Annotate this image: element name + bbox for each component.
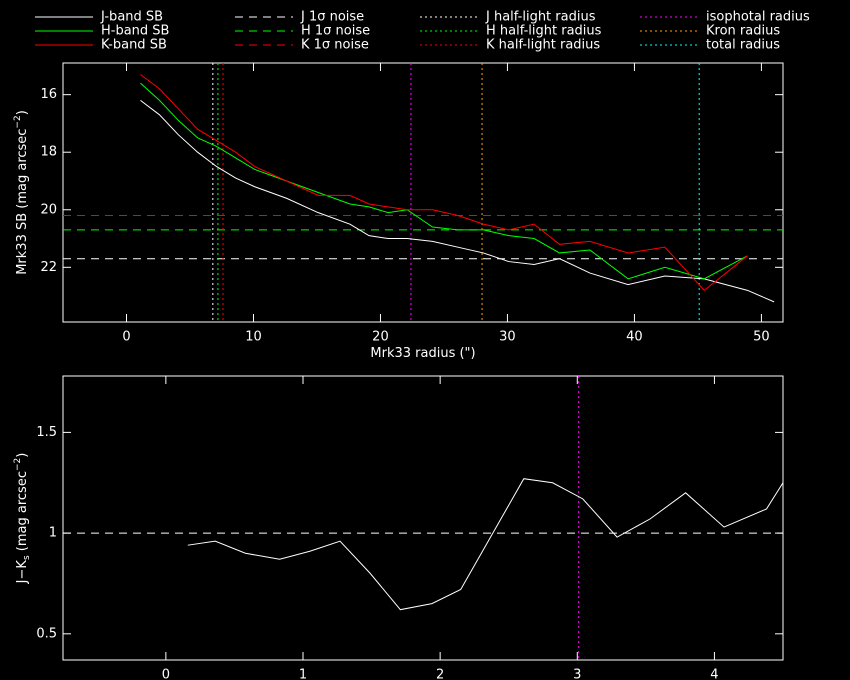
x-tick-label: 0 [162,668,170,680]
sb-line [140,100,775,303]
x-tick-label: 50 [753,330,770,345]
plot-frame [62,375,784,661]
legend-label: H 1σ noise [301,24,370,39]
x-axis-label-part: Mrk33 radius (") [370,346,475,361]
y-tick-label: 22 [40,260,57,275]
legend-label: J half-light radius [485,10,596,25]
x-tick-label: 10 [245,330,262,345]
x-tick-label: 20 [372,330,389,345]
y-axis-label-part: −2 [13,458,23,471]
y-axis-label-part: J−K [15,560,30,585]
legend-label: isophotal radius [706,10,810,25]
y-axis-label-part: −2 [13,115,23,128]
y-axis-label: J−Ks (mag arcsec−2) [13,453,32,585]
plot-frame [62,62,784,323]
legend-label: H half-light radius [486,24,602,39]
x-tick-label: 0 [122,330,130,345]
x-axis-label: Mrk33 radius (") [370,346,475,361]
legend-label: H-band SB [101,24,169,39]
x-tick-label: 2 [436,668,444,680]
y-axis-label-part: (mag arcsec [15,471,30,555]
x-tick-label: 1 [299,668,307,680]
sb-line [140,82,748,280]
sb-line [140,74,748,292]
y-axis-label-part: s [22,555,32,560]
x-tick-label: 4 [710,668,718,680]
legend-label: total radius [706,38,780,53]
sb-line [187,478,784,611]
legend-label: K-band SB [101,38,167,53]
legend-label: J 1σ noise [300,10,364,25]
y-axis-label-part: ) [15,110,30,115]
y-tick-label: 0.5 [36,626,57,641]
y-tick-label: 16 [40,87,57,102]
legend-label: K 1σ noise [301,38,369,53]
y-tick-label: 1.5 [36,425,57,440]
y-axis-label-part: Mrk33 SB (mag arcsec [15,129,30,275]
legend-label: J-band SB [100,10,163,25]
legend-label: Kron radius [706,24,780,39]
y-axis-label: Mrk33 SB (mag arcsec−2) [13,110,30,275]
x-tick-label: 3 [573,668,581,680]
x-tick-label: 30 [499,330,516,345]
y-axis-label-part: ) [15,453,30,458]
x-tick-label: 40 [626,330,643,345]
y-tick-label: 18 [40,145,57,160]
legend-label: K half-light radius [486,38,600,53]
y-tick-label: 1 [49,526,57,541]
y-tick-label: 20 [40,202,57,217]
